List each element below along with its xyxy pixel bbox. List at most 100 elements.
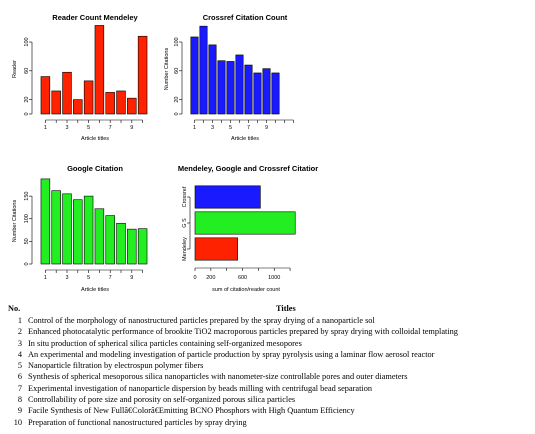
row-title: Controllability of pore size and porosit… <box>28 395 296 405</box>
bar <box>94 25 105 115</box>
header-no: No. <box>8 304 21 313</box>
y-tick-label: 150 <box>24 192 30 201</box>
x-tick-label: 5 <box>87 275 90 281</box>
table-row: 2 Enhanced photocatalytic performance of … <box>8 326 535 337</box>
y-tick-label: 100 <box>24 37 30 46</box>
y-tick-label: 20 <box>24 97 30 103</box>
bar <box>51 90 61 115</box>
y-tick-label: 0 <box>24 262 30 265</box>
row-number: 1 <box>17 316 22 325</box>
x-tick-label: 1 <box>44 275 47 281</box>
row-number: 2 <box>17 327 22 337</box>
row-title: Enhanced photocatalytic performance of b… <box>28 327 458 337</box>
row-title: Experimental investigation of nanopartic… <box>28 383 372 393</box>
bar <box>262 68 271 115</box>
x-axis-label: Article titles <box>231 136 259 142</box>
y-tick-label: G S <box>182 218 188 228</box>
x-tick-label: 5 <box>229 125 232 131</box>
bar <box>217 60 226 115</box>
x-tick-label: 9 <box>265 125 268 131</box>
x-tick-label: 600 <box>238 275 247 281</box>
bar <box>105 92 115 115</box>
x-tick-label: 9 <box>130 125 133 131</box>
x-tick-label: 7 <box>109 125 112 131</box>
y-tick-label: 60 <box>24 68 30 74</box>
bar <box>137 35 148 115</box>
row-number: 7 <box>17 383 22 393</box>
x-axis-label: sum of citation/reader count <box>212 287 280 293</box>
bar <box>62 71 72 115</box>
table-row: 7 Experimental investigation of nanoparti… <box>8 383 535 394</box>
bar <box>226 61 235 115</box>
bar <box>244 64 253 115</box>
table-row: 5 Nanoparticle filtration by electrospun … <box>8 360 535 371</box>
bar <box>137 228 148 265</box>
x-axis-label: Article titles <box>81 287 109 293</box>
x-tick-label: 0 <box>193 275 196 281</box>
x-tick-label: 9 <box>130 275 133 281</box>
bar <box>83 195 94 265</box>
table-row: 1 Control of the morphology of nanostruct… <box>8 315 535 326</box>
x-tick-label: 7 <box>109 275 112 281</box>
x-tick-label: 1 <box>44 125 47 131</box>
row-number: 9 <box>17 406 22 416</box>
bar <box>40 178 51 265</box>
table-row: 9 Facile Synthesis of New Fullâ€Colorâ€Em… <box>8 405 535 416</box>
bar <box>194 237 238 261</box>
row-number: 8 <box>17 395 22 405</box>
bar <box>105 215 115 265</box>
charts-figure: Reader Count Mendeley Article titles Reade… <box>12 13 318 293</box>
table-row: 6 Synthesis of spherical mesoporous silic… <box>8 371 535 382</box>
row-number: 4 <box>17 349 22 359</box>
bar <box>62 193 72 265</box>
x-tick-label: 3 <box>65 275 68 281</box>
x-tick-label: 200 <box>206 275 215 281</box>
bar <box>190 36 199 115</box>
table-row: 10 Preparation of functional nanostructur… <box>8 417 535 428</box>
table-row: 4 An experimental and modeling investigat… <box>8 349 535 360</box>
bar <box>73 99 83 115</box>
y-axis-label: Number Citations <box>164 48 170 91</box>
row-title: Preparation of functional nanostructured… <box>28 417 247 427</box>
bar <box>94 208 105 265</box>
row-number: 10 <box>13 417 22 427</box>
y-tick-label: 0 <box>174 112 180 115</box>
x-tick-label: 1 <box>193 125 196 131</box>
bar <box>51 190 61 265</box>
bar <box>73 199 83 265</box>
chart-title: Crossref Citation Count <box>203 13 288 22</box>
x-tick-label: 7 <box>247 125 250 131</box>
row-title: In situ production of spherical silica p… <box>28 338 302 348</box>
header-titles: Titles <box>276 304 296 313</box>
row-number: 3 <box>17 338 22 348</box>
y-tick-label: 0 <box>24 112 30 115</box>
table-row: 8 Controllability of pore size and porosi… <box>8 394 535 405</box>
bar <box>194 185 261 209</box>
bar <box>127 97 137 115</box>
y-tick-label: 20 <box>174 97 180 103</box>
y-tick-label: 60 <box>174 68 180 74</box>
bar <box>116 90 126 115</box>
row-title: Facile Synthesis of New Fullâ€Colorâ€Emi… <box>28 406 355 416</box>
row-title: Synthesis of spherical mesoporous silica… <box>28 372 408 382</box>
bar <box>199 25 208 115</box>
bar <box>127 228 137 265</box>
row-number: 5 <box>17 361 22 371</box>
x-axis-label: Article titles <box>81 136 109 142</box>
x-tick-label: 3 <box>65 125 68 131</box>
x-tick-label: 5 <box>87 125 90 131</box>
y-tick-label: 100 <box>174 37 180 46</box>
bar <box>194 211 296 235</box>
table-header: No. Titles <box>8 304 535 315</box>
table-row: 3 In situ production of spherical silica … <box>8 338 535 349</box>
bar <box>40 76 51 115</box>
row-title: Control of the morphology of nanostructu… <box>28 316 375 325</box>
y-axis-label: Number Citations <box>12 200 18 243</box>
chart-title: Google Citation <box>67 164 123 173</box>
row-number: 6 <box>17 372 22 382</box>
row-title: An experimental and modeling investigati… <box>28 349 435 359</box>
x-tick-label: 1000 <box>268 275 280 281</box>
bar <box>271 72 280 115</box>
row-title: Nanoparticle filtration by electrospun p… <box>28 361 204 371</box>
bar <box>116 222 126 265</box>
